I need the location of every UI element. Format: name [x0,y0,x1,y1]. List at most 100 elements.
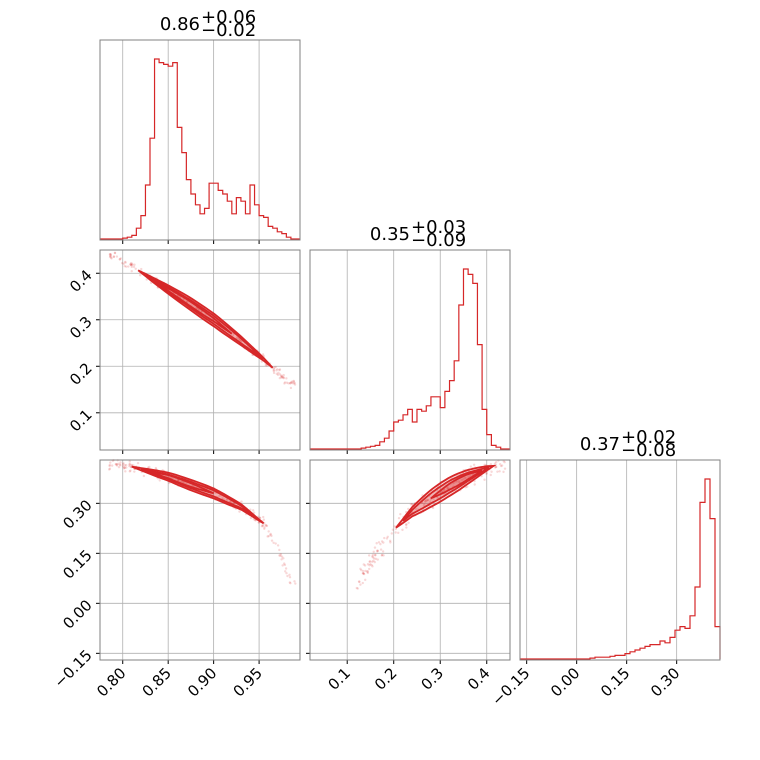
panel-hist-2-title-plus: +0.02 [621,427,676,448]
scatter-point [280,558,283,561]
scatter-point [198,308,201,312]
scatter-point [108,463,111,467]
x-tick-label-1-1: 0.2 [371,664,401,694]
scatter-point [426,498,430,502]
scatter-point [386,535,389,538]
scatter-point [372,559,375,562]
scatter-point [290,380,294,383]
scatter-point [503,461,506,464]
scatter-point [368,560,372,563]
scatter-point [127,265,130,268]
scatter-point [393,525,396,528]
scatter-point [262,515,265,519]
scatter-point [359,583,362,586]
scatter-point [221,496,224,499]
scatter-point [363,564,367,567]
scatter-point [436,496,439,499]
scatter-point [240,500,243,503]
scatter-point [267,534,270,538]
joint-scatter [108,459,297,585]
scatter-point [280,374,283,377]
scatter-point [128,463,132,466]
tick-labels: 0.80 0.85 0.90 0.95 0.1 0.2 0.3 0.4−0.15 0.00 0.1… [50,266,683,709]
scatter-point [368,564,371,567]
scatter-point [428,500,432,503]
scatter-point [129,263,133,267]
scatter-point [278,376,282,380]
scatter-point [133,263,136,266]
scatter-point [288,573,291,577]
scatter-point [496,470,499,473]
panel-hist-1-grid [346,250,488,454]
scatter-point [357,580,361,583]
scatter-point [379,548,383,551]
scatter-point [358,580,361,584]
scatter-point [124,261,127,264]
scatter-point [276,373,280,377]
scatter-point [118,258,122,261]
scatter-point [490,470,493,473]
scatter-point [125,466,128,469]
scatter-point [258,516,262,519]
panel-hist-0-title-value: 0.86 [160,14,200,35]
scatter-point [123,464,127,467]
scatter-point [407,507,410,511]
scatter-point [134,267,137,270]
scatter-point [148,465,151,469]
scatter-point [109,253,112,256]
scatter-point [455,480,458,483]
scatter-point [109,461,112,464]
scatter-point [238,510,241,513]
scatter-point [124,470,127,473]
scatter-point [359,567,362,571]
scatter-point [113,251,117,255]
scatter-point [293,381,296,385]
scatter-point [132,265,136,269]
scatter-point [401,528,404,532]
scatter-point [158,479,161,482]
scatter-point [362,572,365,575]
scatter-point [235,336,239,339]
scatter-point [372,550,375,553]
scatter-point [366,570,369,574]
scatter-point [362,572,365,575]
scatter-point [272,369,276,373]
scatter-point [499,464,503,468]
scatter-point [293,383,297,386]
scatter-point [495,461,498,464]
scatter-point [407,521,410,524]
scatter-point [275,369,278,372]
scatter-point [108,255,112,259]
scatter-point [495,465,498,469]
scatter-point [380,553,384,557]
scatter-point [409,503,413,506]
scatter-point [289,381,292,385]
scatter-point [284,570,287,573]
scatter-point [128,470,131,473]
scatter-point [288,581,292,584]
scatter-point [379,542,382,546]
scatter-point [469,465,473,468]
scatter-point [121,261,124,265]
scatter-point [185,300,189,303]
scatter-point [423,503,426,506]
scatter-point [284,567,288,570]
panel-hist-0-grid [122,40,260,244]
scatter-point [108,467,112,470]
scatter-point [119,257,123,260]
scatter-point [361,571,365,575]
scatter-point [370,563,373,567]
scatter-point [382,554,385,557]
scatter-point [383,536,386,540]
panel-hist-1-title-plus: +0.03 [411,217,466,238]
scatter-point [364,578,367,582]
scatter-point [424,500,427,503]
scatter-point [113,251,117,255]
scatter-point [285,377,288,380]
scatter-point [374,553,377,557]
scatter-point [121,463,125,466]
y-tick-label-2-0: −0.15 [50,646,95,691]
scatter-point [361,581,365,585]
x-tick-label-1-0: 0.1 [324,664,354,694]
scatter-point [285,571,288,575]
